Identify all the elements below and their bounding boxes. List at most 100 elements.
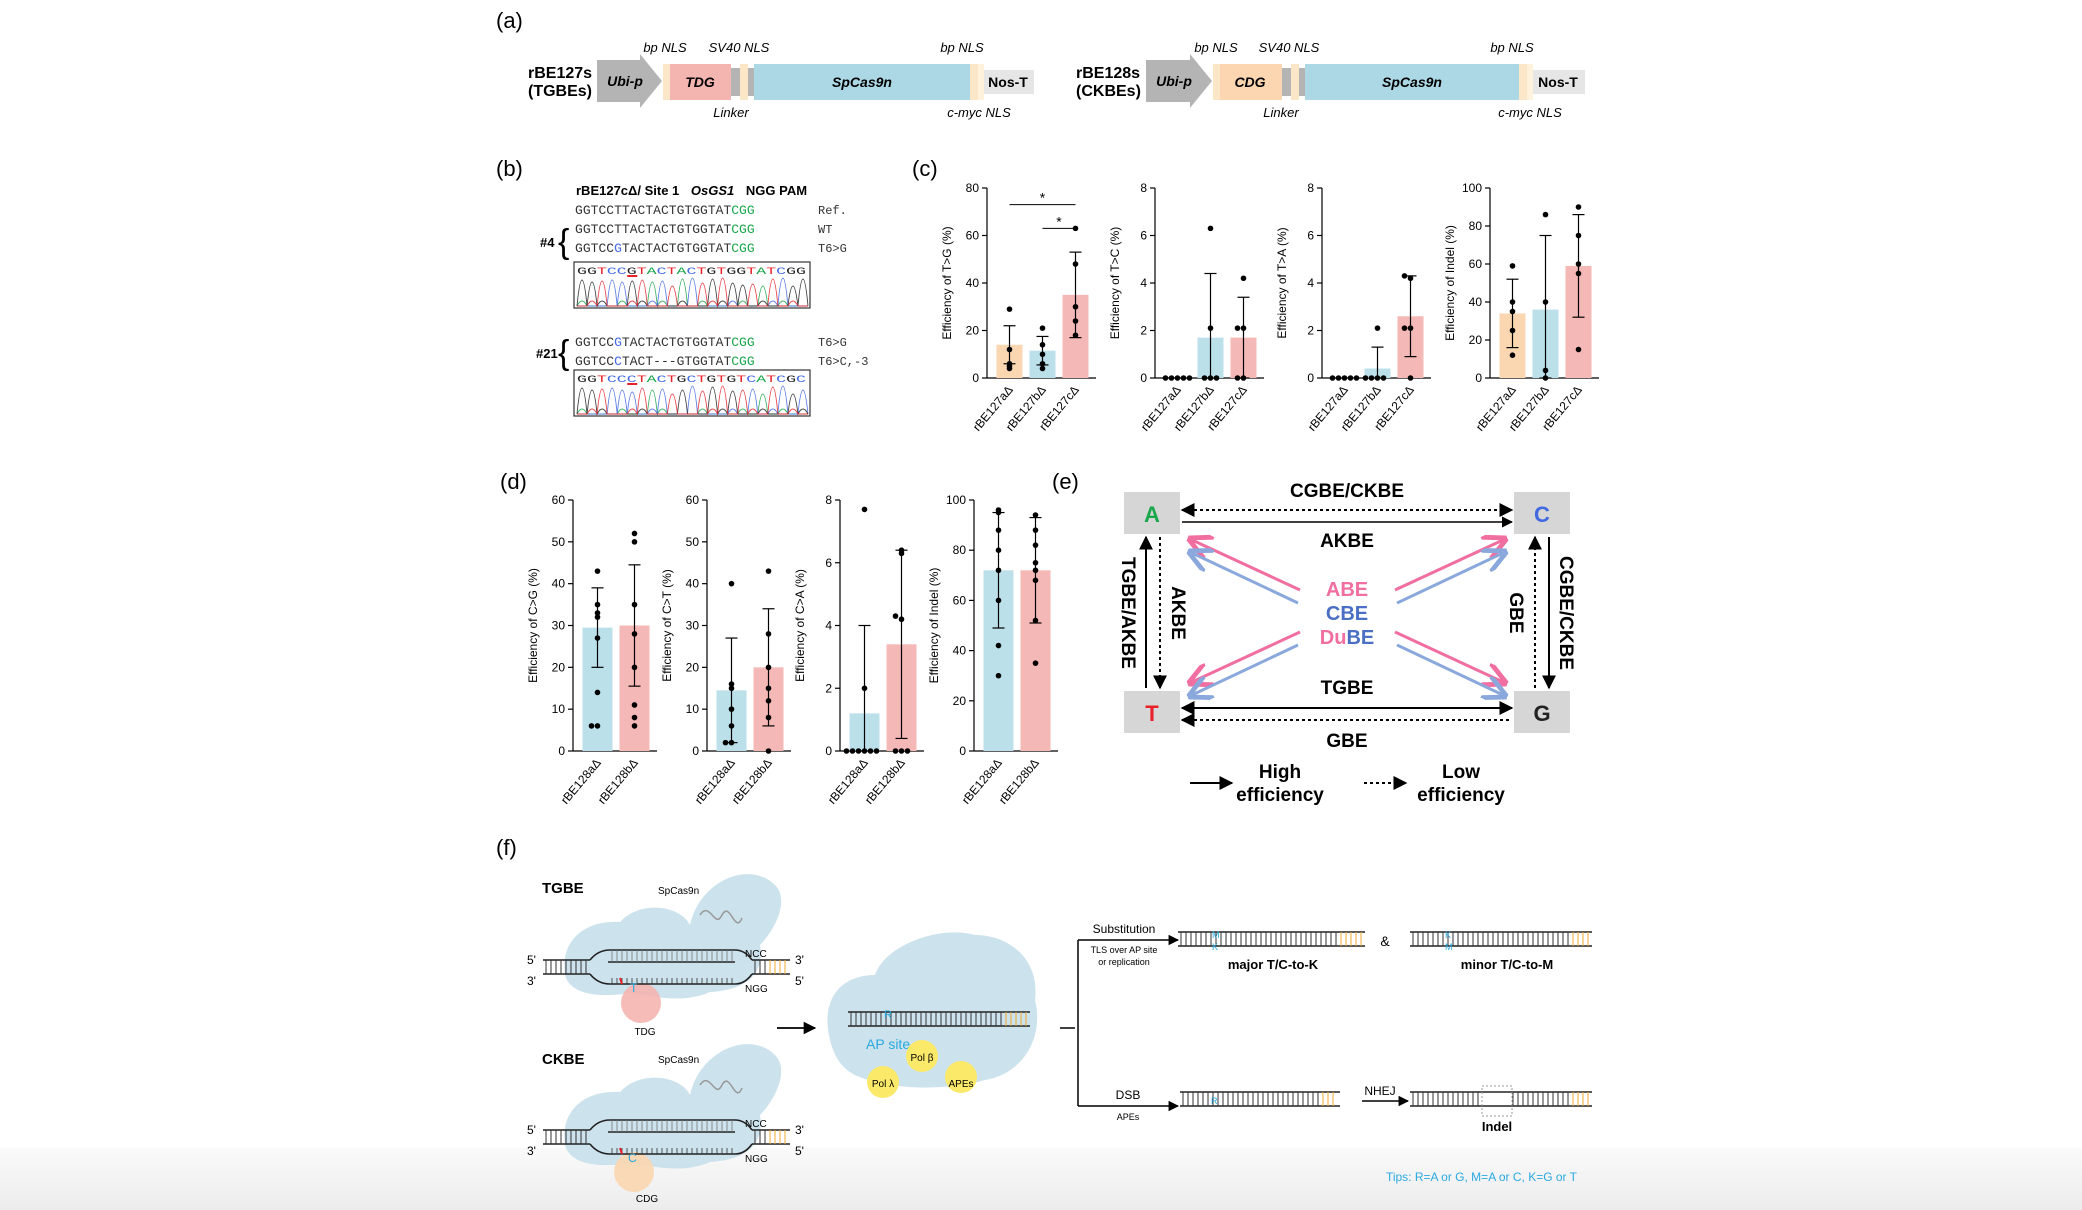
data-point bbox=[1362, 375, 1369, 381]
sig-star-1: * bbox=[1040, 190, 1046, 206]
data-point bbox=[631, 723, 638, 729]
seq-base: T bbox=[723, 241, 731, 256]
label-cbe: CBE bbox=[1326, 603, 1368, 625]
seq-base: A bbox=[716, 354, 724, 369]
data-point bbox=[995, 547, 1002, 553]
data-point bbox=[892, 748, 899, 754]
data-point bbox=[1039, 360, 1046, 367]
y-tick-label: 40 bbox=[953, 644, 967, 658]
seq-base: T bbox=[591, 354, 599, 369]
seq-base: T bbox=[708, 203, 716, 218]
data-point bbox=[765, 714, 772, 721]
y-tick-label: 0 bbox=[692, 744, 699, 758]
chrom-base: T bbox=[667, 266, 677, 278]
seq-base: C bbox=[638, 354, 646, 369]
diag-arrow-t-cbe bbox=[1192, 643, 1299, 695]
seq-base: G bbox=[575, 335, 583, 350]
bubble-top bbox=[589, 949, 753, 961]
label-ncc-tgbe: NCC bbox=[745, 949, 767, 960]
y-tick-label: 20 bbox=[966, 324, 980, 338]
seq-base: T bbox=[622, 354, 630, 369]
label-c-target: C bbox=[628, 1151, 637, 1165]
y-tick-label: 50 bbox=[552, 535, 566, 549]
cmyc-nls-label: c-myc NLS bbox=[1498, 105, 1562, 120]
data-point bbox=[594, 723, 601, 729]
y-tick-label: 60 bbox=[953, 593, 967, 607]
y-axis-label: Efficiency of C>A (%) bbox=[793, 569, 807, 682]
y-tick-label: 80 bbox=[953, 543, 967, 557]
panel-label-f: (f) bbox=[496, 835, 517, 860]
bp-nls-label-2: bp NLS bbox=[940, 40, 984, 55]
label-cgbe-ckbe-top: CGBE/CKBE bbox=[1290, 481, 1404, 502]
data-point bbox=[1575, 346, 1582, 353]
clone-21-sequences: GGTCCGTACTACTGTGGTATCGG T6>GGGTCCCTACT---… bbox=[575, 335, 868, 369]
seq-base: C bbox=[606, 241, 614, 256]
nos-terminator-block bbox=[1533, 70, 1585, 94]
linker-block-2 bbox=[748, 68, 754, 96]
data-point bbox=[728, 706, 735, 712]
seq-base: A bbox=[716, 335, 724, 350]
seq-base: G bbox=[583, 222, 591, 237]
data-point bbox=[1509, 299, 1516, 305]
y-tick-label: 40 bbox=[966, 276, 980, 290]
seq-base: T bbox=[723, 335, 731, 350]
seq-base: A bbox=[716, 222, 724, 237]
label-3p-tgbe-r: 3' bbox=[795, 953, 804, 967]
seq-pam: CGG bbox=[731, 222, 754, 237]
chrom-base: T bbox=[696, 266, 706, 278]
seq4-note-0: Ref. bbox=[818, 204, 847, 218]
sv40-nls-block bbox=[740, 64, 748, 100]
seq-base: G bbox=[583, 241, 591, 256]
data-point bbox=[1234, 375, 1241, 381]
chrom-base: G bbox=[677, 374, 687, 386]
label-cdg: CDG bbox=[636, 1194, 658, 1205]
seq21-row-0: GGTCCGTACTACTGTGGTATCGG bbox=[575, 335, 755, 350]
seq-base: G bbox=[677, 241, 685, 256]
indel-dna bbox=[1410, 1091, 1592, 1107]
label-tgbe: TGBE bbox=[542, 880, 584, 897]
seq-base: G bbox=[614, 241, 622, 256]
node-t: T bbox=[1145, 701, 1159, 726]
promoter-label: Ubi-p bbox=[607, 73, 643, 89]
data-point bbox=[849, 748, 856, 754]
seq4-row-2: GGTCCGTACTACTGTGGTATCGG bbox=[575, 241, 755, 256]
site-header-main: rBE127cΔ/ Site 1 bbox=[576, 183, 679, 198]
data-point bbox=[631, 530, 638, 537]
legend-high-line1: High bbox=[1259, 762, 1301, 783]
data-point bbox=[765, 698, 772, 704]
node-a-box bbox=[1124, 492, 1180, 534]
bubble-bottom bbox=[589, 1143, 753, 1155]
y-tick-label: 20 bbox=[552, 660, 566, 674]
data-point bbox=[1380, 375, 1387, 381]
seq-base: G bbox=[692, 354, 700, 369]
cas9n-label: SpCas9n bbox=[1382, 74, 1442, 90]
data-point bbox=[1407, 325, 1414, 331]
data-point bbox=[1032, 617, 1039, 624]
label-dube: DuBE bbox=[1320, 627, 1374, 649]
y-tick-label: 0 bbox=[1140, 371, 1147, 385]
cas9n-block bbox=[1305, 64, 1519, 100]
y-tick-label: 8 bbox=[1140, 181, 1147, 195]
linker-block bbox=[731, 68, 740, 96]
site-header-pam: NGG PAM bbox=[746, 183, 807, 198]
data-point bbox=[861, 506, 868, 513]
label-ngg-ckbe: NGG bbox=[745, 1154, 768, 1165]
seq-base: T bbox=[591, 203, 599, 218]
data-point bbox=[995, 642, 1002, 649]
data-point bbox=[1201, 375, 1208, 381]
data-point bbox=[588, 723, 595, 729]
chrom-base: G bbox=[736, 266, 746, 278]
chrom-base: G bbox=[627, 266, 637, 278]
chrom-base: C bbox=[617, 374, 627, 386]
indel-gap bbox=[1481, 1085, 1513, 1117]
label-5p-ckbe: 5' bbox=[527, 1123, 536, 1137]
seq-base: T bbox=[614, 222, 622, 237]
chrom-base: T bbox=[637, 374, 647, 386]
seq-pam: CGG bbox=[731, 354, 754, 369]
data-point bbox=[631, 601, 638, 608]
seq21-row-1: GGTCCCTACT---GTGGTATCGG bbox=[575, 354, 755, 369]
